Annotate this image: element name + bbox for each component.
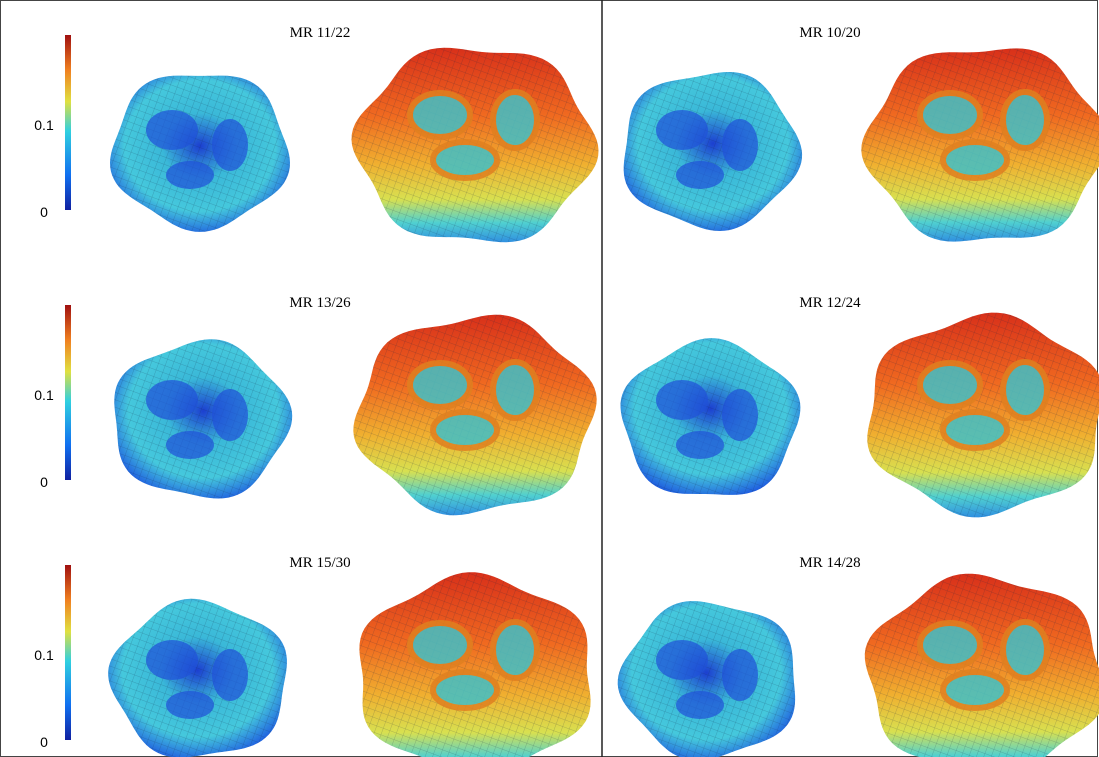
well [490,359,540,421]
well [166,691,214,719]
well [490,619,540,681]
well [212,119,248,171]
mesh [864,573,1099,757]
mesh [359,572,591,757]
panel-label: MR 13/26 [289,295,351,311]
well [940,669,1010,711]
panel-label: MR 15/30 [289,555,350,571]
well [940,409,1010,451]
well [490,89,540,151]
well [146,380,198,420]
well [430,669,500,711]
well [430,139,500,181]
well [656,640,708,680]
mesh [617,601,796,757]
well [676,691,724,719]
well [722,389,758,441]
colorbar-tick-label: 0.1 [34,647,54,663]
colorbar [65,565,71,740]
mesh [110,75,290,232]
well [407,360,473,410]
well [656,380,708,420]
colorbar-tick-label: 0.1 [34,117,54,133]
colorbar-tick-label: 0 [40,474,48,490]
panel-label: MR 12/24 [799,295,861,311]
colorbar-tick-label: 0.1 [34,387,54,403]
mesh [108,598,287,757]
well [917,360,983,410]
well [722,119,758,171]
well [940,139,1010,181]
well [722,649,758,701]
well [1000,89,1050,151]
mesh [620,338,801,495]
well [212,389,248,441]
well [146,640,198,680]
mesh [623,72,803,231]
well [656,110,708,150]
well [166,161,214,189]
colorbar-tick-label: 0 [40,204,48,220]
colorbar [65,305,71,480]
mesh [114,339,293,499]
well [407,90,473,140]
well [1000,619,1050,681]
panel-label: MR 11/22 [290,25,351,41]
well [166,431,214,459]
well [212,649,248,701]
well [146,110,198,150]
well [917,620,983,670]
well [676,431,724,459]
well [676,161,724,189]
well [917,90,983,140]
colorbar [65,35,71,210]
panel-label: MR 14/28 [799,555,860,571]
well [430,409,500,451]
well [1000,359,1050,421]
colorbar-tick-label: 0 [40,734,48,750]
well [407,620,473,670]
panel-label: MR 10/20 [799,25,860,41]
